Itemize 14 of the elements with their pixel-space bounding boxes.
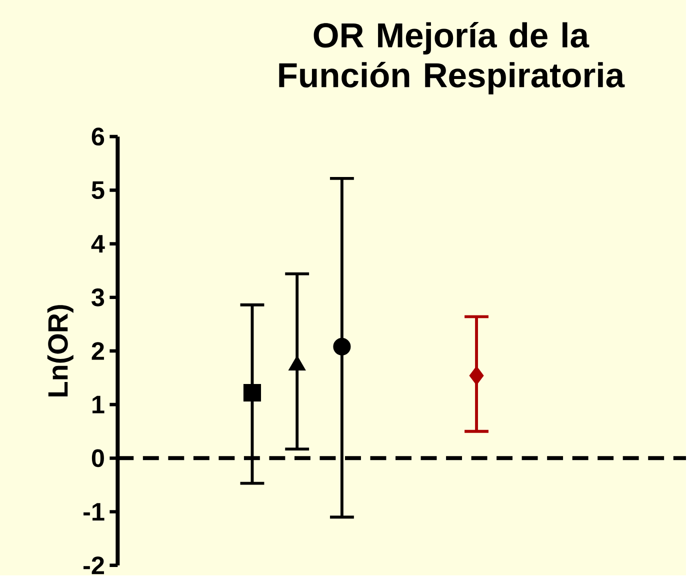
point (470, 367, 484, 385)
y-tick-label: -2 (84, 556, 104, 574)
chart-title: OR Mejoría de la Función Respiratoria (279, 22, 625, 95)
y-tick-label: 5 (92, 182, 104, 200)
y-tick-label: 0 (92, 449, 104, 468)
y-tick-label: -1 (84, 503, 104, 521)
y-tick-label: 6 (92, 128, 104, 146)
y-tick-label: 4 (91, 235, 105, 253)
y-tick-label: 1 (92, 396, 104, 414)
y-tick-label: 3 (92, 288, 104, 307)
y-tick-label: 2 (92, 342, 104, 360)
y-axis-title: Ln(OR) (47, 305, 74, 397)
point (243, 384, 262, 402)
point (333, 338, 351, 356)
